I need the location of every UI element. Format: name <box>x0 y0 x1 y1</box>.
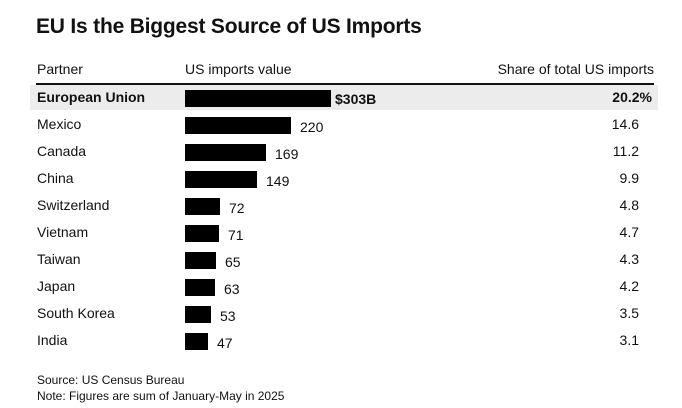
partner-label: Vietnam <box>37 224 89 240</box>
value-label: 65 <box>225 254 241 270</box>
value-label: 149 <box>266 173 290 189</box>
source-note: Source: US Census Bureau <box>37 373 185 387</box>
value-bar <box>185 198 220 215</box>
value-label: 71 <box>228 227 244 243</box>
share-label: 4.7 <box>619 224 639 240</box>
value-label: 169 <box>275 146 299 162</box>
table-row: Taiwan 65 4.3 <box>0 247 682 273</box>
share-label: 4.8 <box>619 197 639 213</box>
value-bar <box>185 306 211 323</box>
partner-label: Canada <box>37 143 87 159</box>
share-label: 20.2% <box>612 89 652 105</box>
value-bar <box>185 171 257 188</box>
table-row: India 47 3.1 <box>0 328 682 354</box>
value-label: 72 <box>229 200 245 216</box>
table-row: South Korea 53 3.5 <box>0 301 682 327</box>
share-label: 14.6 <box>611 116 639 132</box>
share-label: 9.9 <box>619 170 639 186</box>
column-header-partner: Partner <box>37 61 83 77</box>
highlight-row-background <box>30 85 658 110</box>
value-bar <box>185 279 215 296</box>
partner-label: Mexico <box>37 116 82 132</box>
table-row: China 149 9.9 <box>0 166 682 192</box>
value-bar <box>185 90 331 107</box>
value-bar <box>185 333 208 350</box>
share-label: 3.5 <box>619 305 639 321</box>
share-label: 3.1 <box>619 332 639 348</box>
partner-label: China <box>37 170 74 186</box>
value-label: $303B <box>335 91 377 107</box>
partner-label: India <box>37 332 68 348</box>
table-row: Japan 63 4.2 <box>0 274 682 300</box>
value-label: 220 <box>300 119 324 135</box>
share-label: 11.2 <box>612 143 639 159</box>
table-row: Mexico 220 14.6 <box>0 112 682 138</box>
value-bar <box>185 252 216 269</box>
table-row: European Union $303B 20.2% <box>0 85 682 111</box>
value-label: 47 <box>217 335 233 351</box>
value-bar <box>185 225 219 242</box>
chart-title: EU Is the Biggest Source of US Imports <box>36 15 422 38</box>
partner-label: Switzerland <box>37 197 110 213</box>
column-header-value: US imports value <box>185 61 292 77</box>
share-label: 4.2 <box>619 278 639 294</box>
partner-label: Taiwan <box>37 251 81 267</box>
table-row: Canada 169 11.2 <box>0 139 682 165</box>
footnote: Note: Figures are sum of January-May in … <box>37 389 285 403</box>
share-label: 4.3 <box>619 251 639 267</box>
column-header-share: Share of total US imports <box>497 61 654 77</box>
value-label: 53 <box>220 308 236 324</box>
value-bar <box>185 117 291 134</box>
partner-label: Japan <box>37 278 76 294</box>
partner-label: South Korea <box>37 305 115 321</box>
table-row: Switzerland 72 4.8 <box>0 193 682 219</box>
value-bar <box>185 144 266 161</box>
header-divider <box>36 83 654 85</box>
table-row: Vietnam 71 4.7 <box>0 220 682 246</box>
value-label: 63 <box>224 281 240 297</box>
partner-label: European Union <box>37 89 146 105</box>
